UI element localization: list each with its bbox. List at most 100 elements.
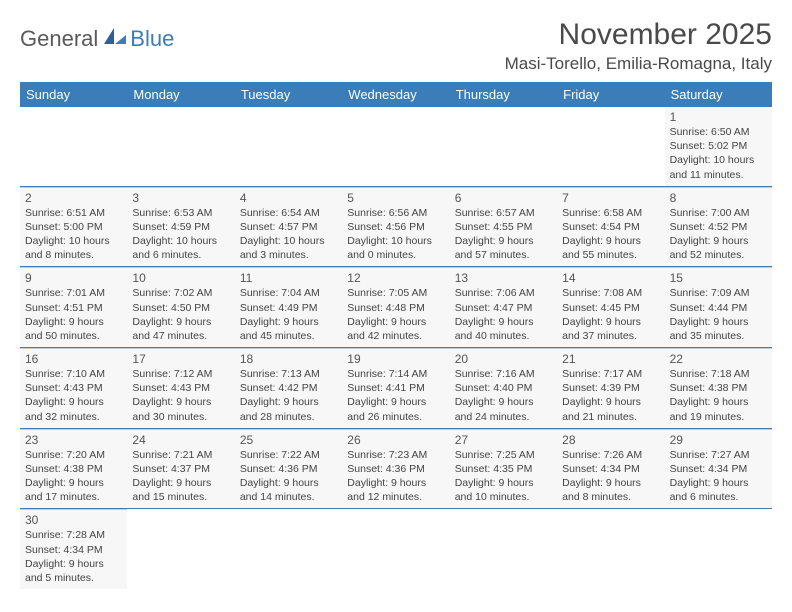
week-row: 30Sunrise: 7:28 AMSunset: 4:34 PMDayligh… [20, 509, 772, 589]
daylight-line: Daylight: 9 hours [25, 476, 122, 490]
sunset-line: Sunset: 4:57 PM [240, 220, 337, 234]
sunrise-line: Sunrise: 7:14 AM [347, 367, 444, 381]
weekday-header: Wednesday [342, 82, 449, 107]
day-number: 5 [347, 191, 444, 205]
day-cell: 25Sunrise: 7:22 AMSunset: 4:36 PMDayligh… [235, 429, 342, 509]
week-row: 1Sunrise: 6:50 AMSunset: 5:02 PMDaylight… [20, 107, 772, 187]
daylight-line: Daylight: 9 hours [132, 476, 229, 490]
weekday-header: Tuesday [235, 82, 342, 107]
day-cell: 13Sunrise: 7:06 AMSunset: 4:47 PMDayligh… [450, 267, 557, 347]
day-cell: 23Sunrise: 7:20 AMSunset: 4:38 PMDayligh… [20, 429, 127, 509]
daylight-line: and 24 minutes. [455, 410, 552, 424]
week-row: 23Sunrise: 7:20 AMSunset: 4:38 PMDayligh… [20, 429, 772, 510]
sunset-line: Sunset: 4:41 PM [347, 381, 444, 395]
day-cell: 26Sunrise: 7:23 AMSunset: 4:36 PMDayligh… [342, 429, 449, 509]
calendar: SundayMondayTuesdayWednesdayThursdayFrid… [20, 82, 772, 589]
empty-cell [235, 509, 342, 589]
daylight-line: and 37 minutes. [562, 329, 659, 343]
day-number: 1 [670, 110, 767, 124]
sunset-line: Sunset: 4:34 PM [670, 462, 767, 476]
sunrise-line: Sunrise: 7:13 AM [240, 367, 337, 381]
week-row: 16Sunrise: 7:10 AMSunset: 4:43 PMDayligh… [20, 348, 772, 429]
sunset-line: Sunset: 4:52 PM [670, 220, 767, 234]
day-number: 17 [132, 352, 229, 366]
sunrise-line: Sunrise: 6:53 AM [132, 206, 229, 220]
daylight-line: and 45 minutes. [240, 329, 337, 343]
sunrise-line: Sunrise: 7:21 AM [132, 448, 229, 462]
daylight-line: Daylight: 9 hours [670, 476, 767, 490]
daylight-line: and 14 minutes. [240, 490, 337, 504]
daylight-line: Daylight: 9 hours [25, 315, 122, 329]
sunset-line: Sunset: 4:34 PM [25, 543, 122, 557]
location-label: Masi-Torello, Emilia-Romagna, Italy [505, 54, 772, 74]
weekday-header-row: SundayMondayTuesdayWednesdayThursdayFrid… [20, 82, 772, 107]
day-number: 12 [347, 271, 444, 285]
day-cell: 5Sunrise: 6:56 AMSunset: 4:56 PMDaylight… [342, 187, 449, 267]
weekday-header: Monday [127, 82, 234, 107]
sunset-line: Sunset: 4:40 PM [455, 381, 552, 395]
day-cell: 27Sunrise: 7:25 AMSunset: 4:35 PMDayligh… [450, 429, 557, 509]
sunset-line: Sunset: 4:50 PM [132, 301, 229, 315]
sunset-line: Sunset: 4:36 PM [240, 462, 337, 476]
day-number: 20 [455, 352, 552, 366]
sunrise-line: Sunrise: 7:06 AM [455, 286, 552, 300]
day-number: 19 [347, 352, 444, 366]
daylight-line: and 0 minutes. [347, 248, 444, 262]
empty-cell [557, 509, 664, 589]
brand-part2: Blue [130, 26, 174, 52]
sunset-line: Sunset: 4:43 PM [25, 381, 122, 395]
day-cell: 2Sunrise: 6:51 AMSunset: 5:00 PMDaylight… [20, 187, 127, 267]
sunset-line: Sunset: 4:56 PM [347, 220, 444, 234]
daylight-line: Daylight: 9 hours [132, 395, 229, 409]
week-row: 9Sunrise: 7:01 AMSunset: 4:51 PMDaylight… [20, 267, 772, 348]
daylight-line: and 50 minutes. [25, 329, 122, 343]
day-number: 25 [240, 433, 337, 447]
daylight-line: and 6 minutes. [132, 248, 229, 262]
day-number: 10 [132, 271, 229, 285]
daylight-line: Daylight: 9 hours [25, 395, 122, 409]
sunset-line: Sunset: 4:55 PM [455, 220, 552, 234]
daylight-line: Daylight: 9 hours [347, 395, 444, 409]
daylight-line: and 3 minutes. [240, 248, 337, 262]
sunrise-line: Sunrise: 7:22 AM [240, 448, 337, 462]
weekday-header: Friday [557, 82, 664, 107]
daylight-line: and 10 minutes. [455, 490, 552, 504]
day-cell: 8Sunrise: 7:00 AMSunset: 4:52 PMDaylight… [665, 187, 772, 267]
page-title: November 2025 [505, 18, 772, 52]
day-cell: 4Sunrise: 6:54 AMSunset: 4:57 PMDaylight… [235, 187, 342, 267]
day-number: 18 [240, 352, 337, 366]
header: General Blue November 2025 Masi-Torello,… [20, 18, 772, 74]
day-number: 27 [455, 433, 552, 447]
daylight-line: Daylight: 9 hours [670, 395, 767, 409]
empty-cell [20, 107, 127, 186]
brand-part1: General [20, 26, 98, 52]
daylight-line: and 55 minutes. [562, 248, 659, 262]
empty-cell [127, 509, 234, 589]
brand-logo: General Blue [20, 26, 174, 52]
daylight-line: and 15 minutes. [132, 490, 229, 504]
daylight-line: Daylight: 9 hours [455, 315, 552, 329]
sunrise-line: Sunrise: 7:28 AM [25, 528, 122, 542]
empty-cell [235, 107, 342, 186]
daylight-line: Daylight: 9 hours [25, 557, 122, 571]
day-number: 14 [562, 271, 659, 285]
empty-cell [342, 509, 449, 589]
day-number: 21 [562, 352, 659, 366]
daylight-line: Daylight: 10 hours [240, 234, 337, 248]
sunset-line: Sunset: 4:54 PM [562, 220, 659, 234]
day-number: 24 [132, 433, 229, 447]
daylight-line: and 6 minutes. [670, 490, 767, 504]
day-cell: 24Sunrise: 7:21 AMSunset: 4:37 PMDayligh… [127, 429, 234, 509]
sunset-line: Sunset: 5:00 PM [25, 220, 122, 234]
daylight-line: Daylight: 10 hours [670, 153, 767, 167]
day-cell: 28Sunrise: 7:26 AMSunset: 4:34 PMDayligh… [557, 429, 664, 509]
day-number: 29 [670, 433, 767, 447]
empty-cell [450, 509, 557, 589]
daylight-line: and 35 minutes. [670, 329, 767, 343]
sunrise-line: Sunrise: 7:23 AM [347, 448, 444, 462]
day-number: 22 [670, 352, 767, 366]
sunset-line: Sunset: 4:48 PM [347, 301, 444, 315]
daylight-line: Daylight: 9 hours [347, 315, 444, 329]
daylight-line: Daylight: 9 hours [455, 395, 552, 409]
empty-cell [450, 107, 557, 186]
